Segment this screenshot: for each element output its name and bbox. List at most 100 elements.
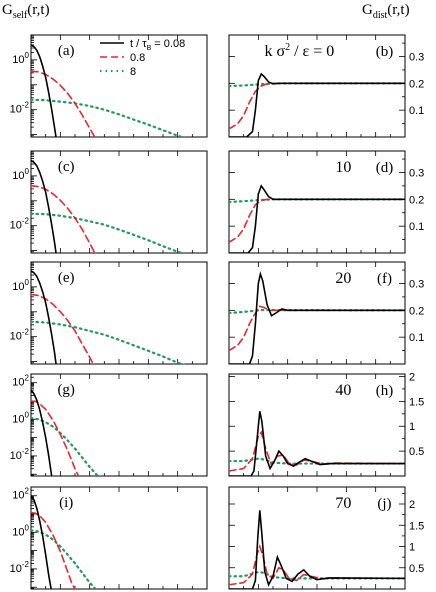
legend-text-part: = 0.08 [151, 38, 185, 50]
k-label-part: k σ [264, 43, 285, 60]
right-curve-t008 [229, 184, 405, 253]
left-ytick-label: 102 [12, 374, 29, 389]
right-plot-frame [228, 486, 406, 590]
right-ytick-label: 0.2 [409, 78, 424, 90]
tick-exponent: -2 [22, 560, 30, 569]
left-curve-t8 [31, 212, 186, 253]
right-panel-label: (h) [376, 383, 394, 399]
left-panel-label: (e) [58, 270, 75, 286]
legend-label-t8: 8 [130, 66, 136, 78]
left-ytick-label: 102 [12, 487, 29, 502]
right-ytick-label: 2 [409, 499, 415, 511]
right-ytick-label: 0.3 [409, 167, 424, 179]
tick-base: 10 [12, 526, 24, 538]
right-ytick-label: 1 [409, 421, 415, 433]
left-ytick-label: 100 [12, 51, 29, 66]
k-label-exp: 2 [285, 42, 290, 53]
legend-label-t008: t / τB = 0.08 [130, 38, 185, 52]
right-ytick-label: 0.5 [409, 446, 424, 458]
left-ytick-label: 10-2 [10, 101, 30, 116]
k-value-label: 70 [335, 495, 351, 512]
right-ytick-label: 0.3 [409, 51, 424, 63]
left-ytick-label: 10-2 [10, 328, 30, 343]
tick-base: 10 [12, 281, 24, 293]
tick-exponent: -2 [22, 101, 30, 110]
left-panel-label: (a) [58, 43, 75, 59]
right-ytick-label: 0.2 [409, 194, 424, 206]
left-ytick-label: 10-2 [10, 217, 30, 232]
tick-exponent: 0 [25, 51, 30, 60]
tick-exponent: 0 [25, 523, 30, 532]
legend-text-sub: B [147, 45, 152, 52]
right-panel-label: (d) [376, 160, 394, 176]
right-ytick-label: 1.5 [409, 520, 424, 532]
tick-base: 10 [12, 377, 24, 389]
tick-exponent: -2 [22, 217, 30, 226]
k-value-label: 20 [335, 270, 351, 287]
right-ytick-label: 0.2 [409, 305, 424, 317]
tick-exponent: 0 [25, 278, 30, 287]
right-panel-label: (j) [377, 496, 391, 512]
tick-base: 10 [10, 450, 22, 462]
left-curve-t08 [31, 511, 76, 589]
tick-base: 10 [10, 104, 22, 116]
left-curve-t008 [31, 270, 57, 364]
row-5: 10-210010201234560123456(i)0.511.52(j)70 [10, 486, 424, 590]
right-panel-label: (b) [376, 44, 394, 60]
tick-base: 10 [12, 490, 24, 502]
right-panel-label: (f) [377, 271, 392, 287]
left-curve-t8 [31, 416, 99, 476]
tick-base: 10 [12, 170, 24, 182]
right-ytick-label: 0.1 [409, 332, 424, 344]
right-curve-t008 [229, 510, 405, 589]
left-curve-t008 [31, 159, 57, 253]
left-ytick-label: 10-2 [10, 560, 30, 575]
tick-exponent: 2 [25, 374, 30, 383]
right-ytick-label: 2 [409, 371, 415, 383]
left-ytick-label: 100 [12, 167, 29, 182]
tick-exponent: -2 [22, 328, 30, 337]
left-curve-t08 [31, 70, 96, 137]
left-curve-t08 [31, 293, 95, 364]
legend-label-t08: 0.8 [130, 52, 145, 64]
left-ytick-label: 100 [12, 410, 29, 425]
right-curve-t008 [229, 411, 405, 476]
left-plot-frame [30, 486, 208, 590]
k-value-label: k σ2 / ε = 0 [264, 42, 334, 60]
left-ytick-label: 100 [12, 523, 29, 538]
right-column-ylabel: Gdist(r,t) [362, 2, 410, 21]
right-ytick-label: 0.1 [409, 105, 424, 117]
right-ytick-label: 0.1 [409, 221, 424, 233]
left-curve-t8 [31, 320, 186, 364]
left-column-ylabel: Gself(r,t) [2, 2, 50, 21]
right-curve-t008 [229, 72, 405, 137]
left-curve-t008 [31, 44, 57, 137]
right-ytick-label: 1.5 [409, 396, 424, 408]
tick-exponent: -2 [22, 447, 30, 456]
left-curve-t008 [31, 494, 52, 589]
tick-base: 10 [12, 54, 24, 66]
k-label-part: / ε = 0 [290, 43, 334, 60]
right-ytick-label: 1 [409, 542, 415, 554]
right-plot-frame [228, 373, 406, 477]
right-ytick-label: 0.5 [409, 563, 424, 575]
tick-exponent: 0 [25, 167, 30, 176]
left-panel-label: (c) [58, 159, 75, 175]
left-panel-label: (i) [59, 495, 73, 511]
legend-text-part: t / τ [130, 38, 147, 50]
left-panel-label: (g) [57, 382, 75, 398]
left-curve-t08 [31, 400, 80, 476]
k-value-label: 10 [335, 159, 351, 176]
left-curve-t008 [31, 389, 53, 476]
k-value-label: 40 [335, 382, 351, 399]
left-ytick-label: 10-2 [10, 447, 30, 462]
right-curve-t08 [229, 198, 405, 244]
right-curve-t08 [229, 544, 405, 586]
right-ytick-label: 0.3 [409, 278, 424, 290]
tick-base: 10 [10, 331, 22, 343]
